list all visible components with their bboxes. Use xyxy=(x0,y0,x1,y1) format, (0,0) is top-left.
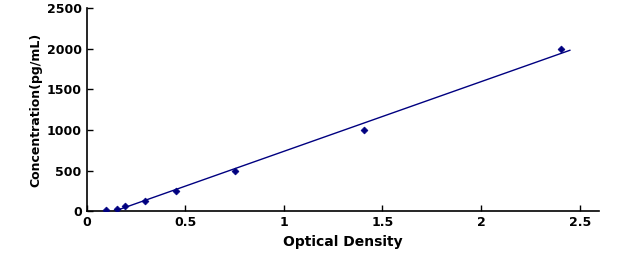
X-axis label: Optical Density: Optical Density xyxy=(283,235,403,249)
Y-axis label: Concentration(pg/mL): Concentration(pg/mL) xyxy=(30,33,43,187)
